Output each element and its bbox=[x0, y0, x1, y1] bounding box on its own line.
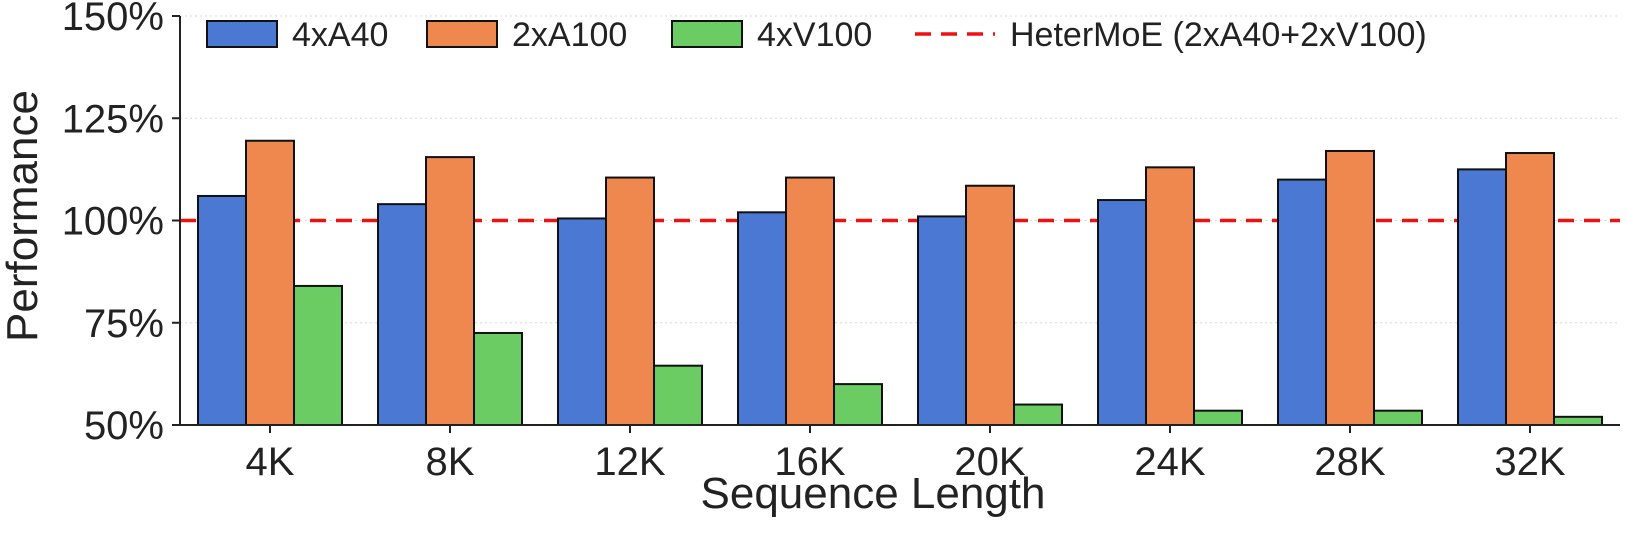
x-tick-label-4k: 4K bbox=[246, 440, 295, 484]
x-tick-label-12k: 12K bbox=[594, 440, 665, 484]
bar-4xv100-24k bbox=[1193, 409, 1243, 426]
x-tick-label-28k: 28K bbox=[1314, 440, 1385, 484]
bar-4xv100-32k bbox=[1553, 415, 1603, 427]
y-tick-label-125: 125% bbox=[62, 97, 164, 141]
bar-2xa100-8k bbox=[425, 156, 475, 426]
bar-4xa40-24k bbox=[1097, 199, 1147, 426]
legend-label-2xa100: 2xA100 bbox=[512, 16, 627, 54]
bar-4xa40-4k bbox=[197, 194, 247, 426]
bar-4xa40-8k bbox=[377, 203, 427, 426]
bar-4xv100-28k bbox=[1373, 409, 1423, 426]
y-tick-label-50: 50% bbox=[84, 404, 164, 448]
bar-2xa100-24k bbox=[1145, 166, 1195, 427]
bar-4xa40-12k bbox=[557, 217, 607, 426]
y-axis-title: Performance bbox=[0, 90, 47, 342]
y-tick-label-75: 75% bbox=[84, 302, 164, 346]
bar-4xa40-20k bbox=[917, 215, 967, 426]
legend-swatch-4xa40 bbox=[206, 20, 278, 48]
y-tick-label-150: 150% bbox=[62, 0, 164, 39]
bar-4xa40-28k bbox=[1277, 178, 1327, 426]
bar-4xv100-20k bbox=[1013, 403, 1063, 426]
x-tick-label-24k: 24K bbox=[1134, 440, 1205, 484]
x-tick-label-32k: 32K bbox=[1494, 440, 1565, 484]
bar-4xv100-12k bbox=[653, 364, 703, 427]
bar-2xa100-4k bbox=[245, 139, 295, 426]
x-tick-label-8k: 8K bbox=[426, 440, 475, 484]
x-axis-title: Sequence Length bbox=[701, 469, 1046, 518]
legend-swatch-2xa100 bbox=[426, 20, 498, 48]
x-axis-ticks: 4K 8K 12K 16K 20K 24K 28K 32K bbox=[246, 425, 1566, 484]
bar-2xa100-12k bbox=[605, 176, 655, 426]
legend: 4xA40 2xA100 4xV100 HeterMoE (2xA40+2xV1… bbox=[206, 16, 1427, 54]
bar-4xv100-4k bbox=[293, 284, 343, 426]
y-tick-label-100: 100% bbox=[62, 200, 164, 244]
x-tick-label-20k: 20K bbox=[954, 440, 1025, 484]
bar-4xa40-32k bbox=[1457, 168, 1507, 426]
x-tick-label-16k: 16K bbox=[774, 440, 845, 484]
bar-2xa100-28k bbox=[1325, 149, 1375, 426]
bar-2xa100-20k bbox=[965, 184, 1015, 426]
bar-4xv100-16k bbox=[833, 383, 883, 427]
bar-2xa100-16k bbox=[785, 176, 835, 426]
bar-2xa100-32k bbox=[1505, 152, 1555, 426]
legend-label-4xa40: 4xA40 bbox=[292, 16, 388, 54]
bars bbox=[197, 139, 1603, 427]
bar-4xv100-8k bbox=[473, 331, 523, 427]
bar-4xa40-16k bbox=[737, 211, 787, 426]
legend-label-hetermoe: HeterMoE (2xA40+2xV100) bbox=[1010, 16, 1427, 54]
legend-label-4xv100: 4xV100 bbox=[757, 16, 872, 54]
y-axis-ticks: 50% 75% 100% 125% 150% bbox=[62, 0, 180, 448]
legend-swatch-4xv100 bbox=[671, 20, 743, 48]
